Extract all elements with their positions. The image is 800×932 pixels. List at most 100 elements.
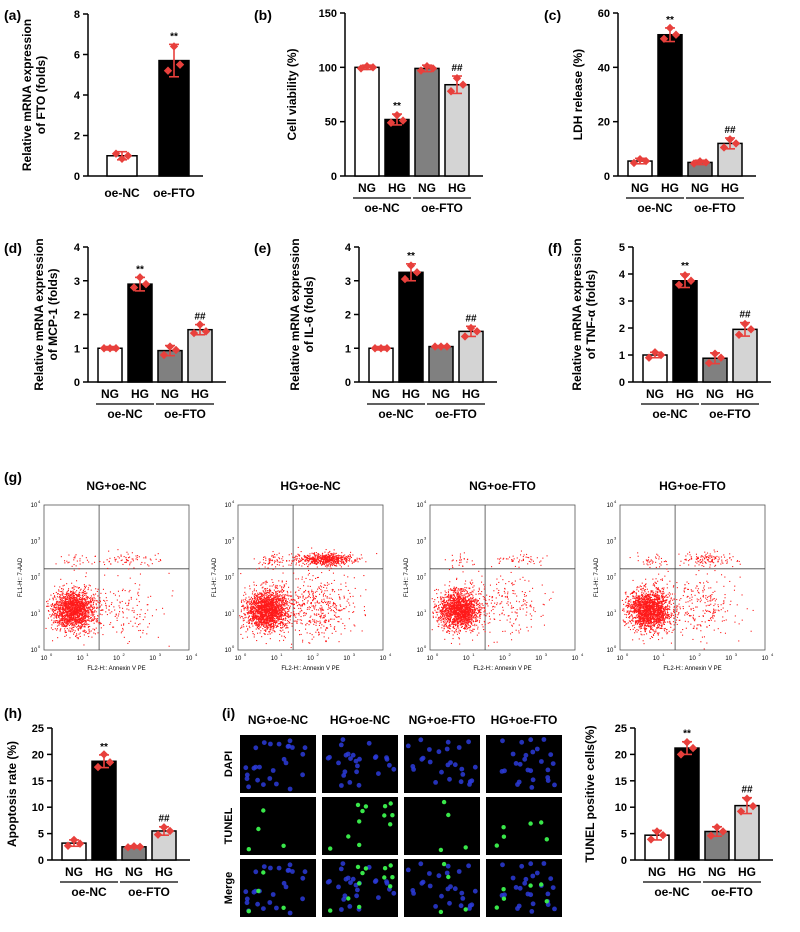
group-label: oe-NC — [378, 407, 414, 421]
flow-dot-live — [258, 619, 260, 621]
flow-dot-live — [75, 597, 77, 599]
flow-dot-late-apoptotic — [104, 564, 106, 566]
flow-dot-live — [76, 600, 78, 602]
flow-dot-late-apoptotic — [291, 562, 293, 564]
y-tick-label: 8 — [74, 9, 80, 21]
flow-dot-live — [71, 612, 73, 614]
flow-dot-live — [271, 601, 273, 603]
flow-dot-late-apoptotic — [125, 556, 127, 558]
flow-dot-live — [105, 592, 107, 594]
flow-dot-late-apoptotic — [323, 558, 325, 560]
flow-dot-live — [49, 598, 51, 600]
flow-dot-live — [272, 623, 274, 625]
flow-dot-live — [65, 603, 67, 605]
flow-dot-live — [265, 601, 267, 603]
flow-dot-live — [61, 607, 63, 609]
flow-dot-live — [279, 623, 281, 625]
flow-dot-live — [77, 637, 79, 639]
flow-dot-live — [74, 597, 76, 599]
flow-dot-live — [273, 624, 275, 626]
flow-dot-live — [64, 616, 66, 618]
flow-dot-live — [66, 625, 68, 627]
flow-dot-live — [267, 614, 269, 616]
category-label: NG — [691, 181, 709, 195]
flow-dot-live — [51, 604, 53, 606]
flow-dot-live — [283, 615, 285, 617]
flow-dot-live — [69, 610, 71, 612]
flow-dot-live — [266, 604, 268, 606]
flow-dot-live — [262, 609, 264, 611]
flow-dot-live — [75, 598, 77, 600]
flow-dot-late-apoptotic — [345, 558, 347, 560]
flow-dot-live — [282, 609, 284, 611]
flow-dot-early-apoptotic — [109, 591, 111, 593]
flow-dot-late-apoptotic — [132, 558, 134, 560]
flow-dot-live — [280, 597, 282, 599]
flow-dot-live — [275, 596, 277, 598]
flow-dot-live — [82, 598, 84, 600]
group-label: oe-FTO — [164, 407, 206, 421]
flow-dot-live — [260, 593, 262, 595]
flow-dot-late-apoptotic — [328, 551, 330, 553]
flow-dot-live — [240, 609, 242, 611]
flow-dot-live — [62, 597, 64, 599]
flow-dot-live — [60, 597, 62, 599]
flow-dot-live — [75, 623, 77, 625]
flow-dot-early-apoptotic — [121, 590, 123, 592]
flow-dot-live — [255, 602, 257, 604]
flow-dot-live — [261, 608, 263, 610]
flow-dot-live — [283, 631, 285, 633]
flow-dot-live — [63, 615, 65, 617]
flow-dot-live — [271, 607, 273, 609]
flow-dot-live — [80, 617, 82, 619]
flow-dot-early-apoptotic — [157, 636, 159, 638]
flow-dot-live — [262, 582, 264, 584]
flow-dot-live — [81, 598, 83, 600]
flow-dot-live — [82, 594, 84, 596]
flow-dot-live — [266, 607, 268, 609]
flow-dot-early-apoptotic — [307, 596, 309, 598]
flow-dot-live — [275, 620, 277, 622]
flow-dot-live — [67, 621, 69, 623]
flow-dot-live — [77, 610, 79, 612]
flow-dot-live — [54, 621, 56, 623]
flow-dot-live — [76, 604, 78, 606]
bar-black — [674, 747, 700, 861]
flow-dot-live — [80, 602, 82, 604]
flow-dot-live — [47, 603, 49, 605]
flow-dot-live — [269, 599, 271, 601]
flow-dot-late-apoptotic — [306, 563, 308, 565]
flow-dot-late-apoptotic — [298, 564, 300, 566]
flow-dot-live — [266, 581, 268, 583]
flow-dot-live — [80, 622, 82, 624]
flow-dot-live — [283, 639, 285, 641]
flow-dot-early-apoptotic — [82, 605, 84, 607]
flow-dot-late-apoptotic — [327, 561, 329, 563]
flow-dot-live — [83, 610, 85, 612]
flow-dot-live — [270, 604, 272, 606]
flow-dot-live — [74, 618, 76, 620]
flow-dot-live — [86, 610, 88, 612]
flow-dot-early-apoptotic — [297, 578, 299, 580]
flow-dot-late-apoptotic — [328, 560, 330, 562]
flow-dot-live — [261, 618, 263, 620]
flow-dot-live — [254, 598, 256, 600]
flow-dot-live — [75, 605, 77, 607]
flow-dot-live — [276, 590, 278, 592]
flow-dot-live — [261, 621, 263, 623]
data-point — [746, 325, 756, 334]
flow-dot-live — [243, 607, 245, 609]
flow-dot-late-apoptotic — [354, 559, 356, 561]
flow-x-tick-exponent: 0 — [50, 652, 53, 657]
flow-dot-live — [75, 614, 77, 616]
flow-dot-late-apoptotic — [326, 562, 328, 564]
flow-dot-late-apoptotic — [325, 562, 327, 564]
flow-dot-live — [81, 600, 83, 602]
flow-dot-live — [71, 591, 73, 593]
flow-dot-late-apoptotic — [305, 559, 307, 561]
flow-dot-late-apoptotic — [328, 556, 330, 558]
flow-dot-live — [275, 596, 277, 598]
flow-dot-live — [262, 616, 264, 618]
flow-dot-live — [78, 591, 80, 593]
flow-dot-live — [66, 606, 68, 608]
